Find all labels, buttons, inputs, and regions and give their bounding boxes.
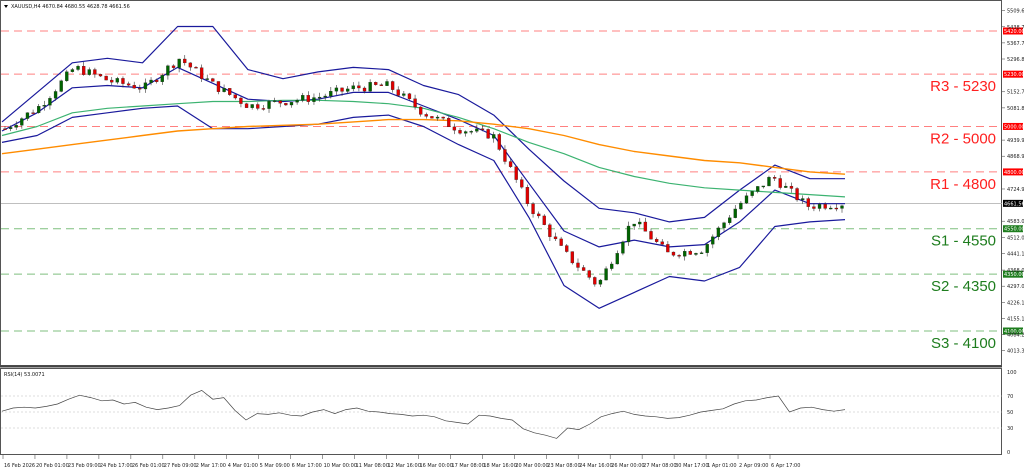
- svg-text:4368.00: 4368.00: [1007, 268, 1024, 274]
- svg-text:1 Apr 01:00: 1 Apr 01:00: [707, 463, 736, 469]
- svg-text:24 Feb 17:00: 24 Feb 17:00: [100, 463, 133, 469]
- svg-text:30: 30: [1007, 426, 1013, 432]
- svg-text:4550.00: 4550.00: [1004, 227, 1024, 233]
- svg-text:27 Feb 09:00: 27 Feb 09:00: [164, 463, 197, 469]
- svg-text:4441.10: 4441.10: [1007, 251, 1024, 257]
- svg-text:5438.70: 5438.70: [1007, 25, 1024, 31]
- svg-text:0: 0: [1007, 450, 1010, 456]
- svg-text:S3 - 4100: S3 - 4100: [931, 335, 996, 352]
- svg-text:11 Mar 08:00: 11 Mar 08:00: [356, 463, 389, 469]
- svg-text:20 Feb 01:00: 20 Feb 01:00: [36, 463, 69, 469]
- svg-text:16 Mar 00:00: 16 Mar 00:00: [419, 463, 452, 469]
- svg-text:4226.10: 4226.10: [1007, 300, 1024, 306]
- rsi-panel-frame: [0, 368, 1002, 455]
- svg-text:R2 - 5000: R2 - 5000: [930, 130, 996, 147]
- support-resistance-levels: 5230.00 R3 - 5230 5000.00 R2 - 5000 4800.00 R…: [1, 27, 1024, 352]
- svg-text:R3 - 5230: R3 - 5230: [930, 78, 996, 95]
- dropdown-arrow-icon[interactable]: [4, 5, 8, 8]
- svg-text:17 Mar 08:00: 17 Mar 08:00: [451, 463, 484, 469]
- svg-text:5296.80: 5296.80: [1007, 57, 1024, 63]
- svg-text:16 Feb 2026: 16 Feb 2026: [4, 463, 35, 469]
- rsi-header: RSI(14) 53.0071: [4, 372, 45, 378]
- svg-text:30 Mar 17:00: 30 Mar 17:00: [675, 463, 708, 469]
- svg-text:4868.95: 4868.95: [1007, 154, 1024, 160]
- price-axis: 5509.65 5438.70 5367.75 5296.80 5152.75 5081.…: [1002, 9, 1024, 355]
- svg-text:5230.00: 5230.00: [1004, 72, 1024, 78]
- svg-text:4297.05: 4297.05: [1007, 284, 1024, 290]
- svg-text:4724.90: 4724.90: [1007, 187, 1024, 193]
- svg-text:26 Feb 01:00: 26 Feb 01:00: [132, 463, 165, 469]
- svg-text:10 Mar 00:00: 10 Mar 00:00: [324, 463, 357, 469]
- svg-text:5000.00: 5000.00: [1004, 124, 1024, 130]
- svg-text:18 Mar 16:00: 18 Mar 16:00: [483, 463, 516, 469]
- svg-text:20 Mar 00:00: 20 Mar 00:00: [515, 463, 548, 469]
- svg-text:23 Mar 08:00: 23 Mar 08:00: [547, 463, 580, 469]
- svg-text:4013.35: 4013.35: [1007, 349, 1024, 355]
- svg-text:5367.75: 5367.75: [1007, 41, 1024, 47]
- svg-text:4350.00: 4350.00: [1004, 272, 1024, 278]
- rsi-indicator: 100 70 50 30 0: [1, 370, 1017, 456]
- svg-text:5 Mar 09:00: 5 Mar 09:00: [260, 463, 290, 469]
- svg-text:4583.00: 4583.00: [1007, 219, 1024, 225]
- svg-text:4084.20: 4084.20: [1007, 333, 1024, 339]
- main-chart-frame: [0, 0, 1002, 366]
- svg-text:5081.80: 5081.80: [1007, 106, 1024, 112]
- svg-text:4155.15: 4155.15: [1007, 316, 1024, 322]
- svg-text:4800.00: 4800.00: [1004, 170, 1024, 176]
- svg-text:5509.65: 5509.65: [1007, 9, 1024, 15]
- svg-text:6 Mar 17:00: 6 Mar 17:00: [292, 463, 322, 469]
- svg-text:12 Mar 16:00: 12 Mar 16:00: [388, 463, 421, 469]
- svg-text:S1 - 4550: S1 - 4550: [931, 233, 996, 250]
- svg-text:4939.90: 4939.90: [1007, 138, 1024, 144]
- svg-text:27 Mar 08:00: 27 Mar 08:00: [643, 463, 676, 469]
- indicator-lines: [1, 25, 846, 309]
- candlesticks: [3, 55, 844, 287]
- svg-text:23 Feb 09:00: 23 Feb 09:00: [68, 463, 101, 469]
- svg-text:4 Mar 01:00: 4 Mar 01:00: [228, 463, 258, 469]
- svg-text:24 Mar 16:00: 24 Mar 16:00: [579, 463, 612, 469]
- svg-text:50: 50: [1007, 410, 1013, 416]
- svg-text:4661.56: 4661.56: [1004, 201, 1024, 207]
- svg-text:5152.75: 5152.75: [1007, 90, 1024, 96]
- svg-text:5420.00: 5420.00: [1004, 29, 1024, 35]
- symbol-header: XAUUSD,H4 4670.84 4680.55 4628.78 4661.5…: [11, 4, 130, 10]
- svg-text:4100.00: 4100.00: [1004, 329, 1024, 335]
- svg-text:2 Mar 17:00: 2 Mar 17:00: [196, 463, 226, 469]
- svg-text:100: 100: [1007, 370, 1017, 376]
- chart-header: XAUUSD,H4 4670.84 4680.55 4628.78 4661.5…: [4, 4, 130, 10]
- svg-text:6 Apr 17:00: 6 Apr 17:00: [771, 463, 800, 469]
- svg-text:R1 - 4800: R1 - 4800: [930, 176, 996, 193]
- svg-text:2 Apr 09:00: 2 Apr 09:00: [739, 463, 768, 469]
- svg-text:S2 - 4350: S2 - 4350: [931, 278, 996, 295]
- svg-text:4512.05: 4512.05: [1007, 235, 1024, 241]
- svg-text:26 Mar 00:00: 26 Mar 00:00: [611, 463, 644, 469]
- svg-text:70: 70: [1007, 394, 1013, 400]
- time-axis: 16 Feb 2026 20 Feb 01:00 23 Feb 09:00 24 Fe…: [2, 455, 800, 469]
